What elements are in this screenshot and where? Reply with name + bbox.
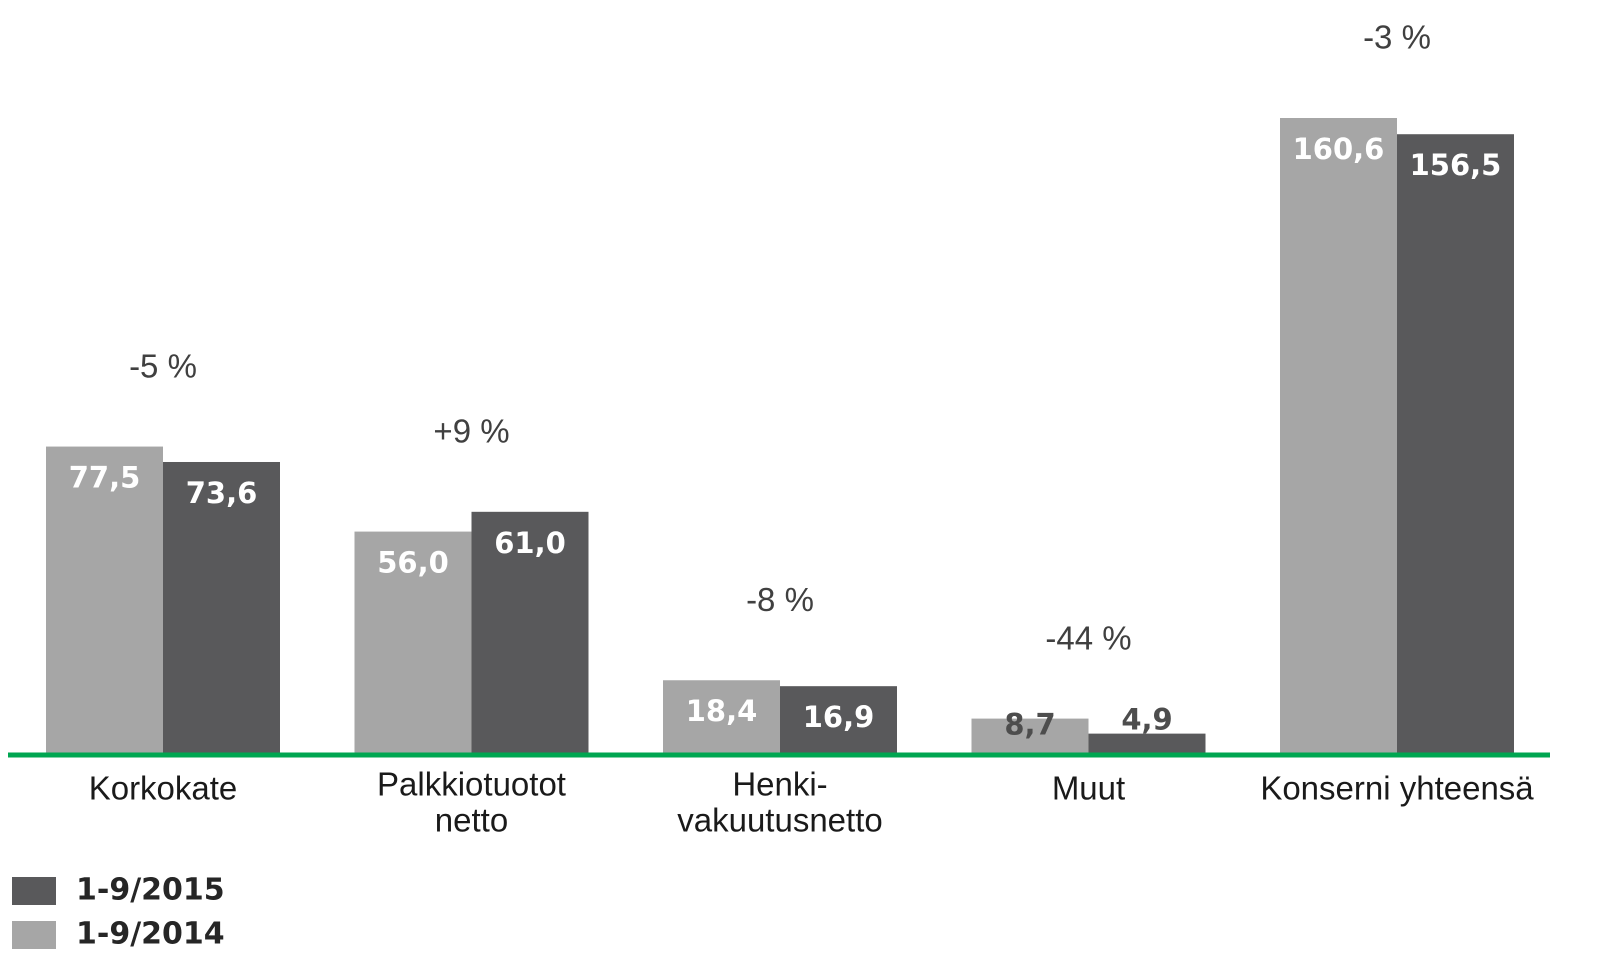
value-label: 56,0: [377, 546, 449, 580]
x-tick-label: Henki-: [732, 766, 827, 803]
legend-swatch: [12, 921, 56, 949]
bar: [1397, 134, 1514, 754]
x-tick-label: Palkkiotuotot: [377, 766, 566, 803]
x-tick-label: Muut: [1052, 770, 1125, 807]
value-label: 77,5: [69, 461, 141, 495]
annotation: +9 %: [433, 413, 509, 450]
bar: [1280, 118, 1397, 753]
x-tick-label: netto: [435, 802, 508, 839]
x-tick-label: Korkokate: [89, 770, 238, 807]
legend-label: 1-9/2014: [76, 917, 225, 952]
bar: [471, 511, 589, 753]
x-tick-label: Konserni yhteensä: [1260, 770, 1534, 807]
value-label: 16,9: [803, 700, 875, 734]
annotation: -44 %: [1045, 619, 1131, 656]
bar: [780, 686, 897, 753]
value-label: 8,7: [1004, 708, 1055, 742]
annotation: -5 %: [129, 347, 197, 384]
value-label: 156,5: [1410, 148, 1502, 182]
legend-label: 1-9/2015: [76, 873, 225, 908]
bar: [46, 446, 163, 753]
value-label: 160,6: [1293, 132, 1385, 166]
annotation: -8 %: [746, 581, 814, 618]
x-tick-label: vakuutusnetto: [677, 802, 882, 839]
bar: [663, 680, 780, 753]
bar: [1088, 733, 1206, 753]
bar: [971, 718, 1089, 753]
bar: [163, 461, 280, 753]
legend-swatch: [12, 877, 56, 905]
value-label: 4,9: [1121, 703, 1172, 737]
annotation: -3 %: [1363, 19, 1431, 56]
value-label: 73,6: [186, 476, 258, 510]
value-label: 18,4: [686, 694, 758, 728]
value-label: 61,0: [494, 526, 566, 560]
bar: [354, 531, 472, 753]
